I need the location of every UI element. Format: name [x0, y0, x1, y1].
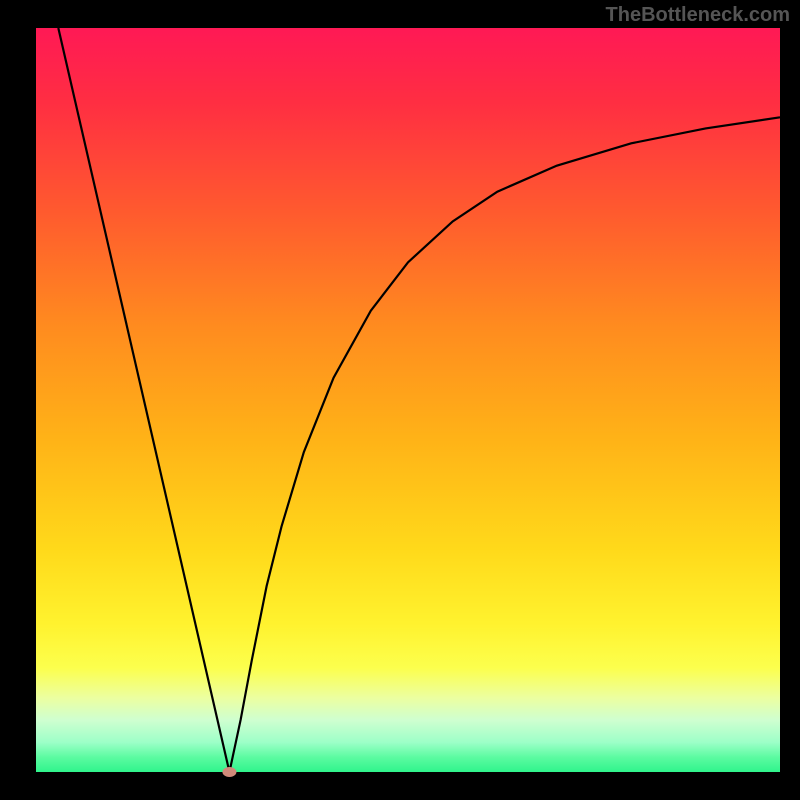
bottleneck-chart — [0, 0, 800, 800]
watermark-text: TheBottleneck.com — [606, 4, 790, 27]
chart-container: TheBottleneck.com — [0, 0, 800, 800]
minimum-marker — [222, 767, 236, 777]
plot-background — [36, 28, 780, 772]
